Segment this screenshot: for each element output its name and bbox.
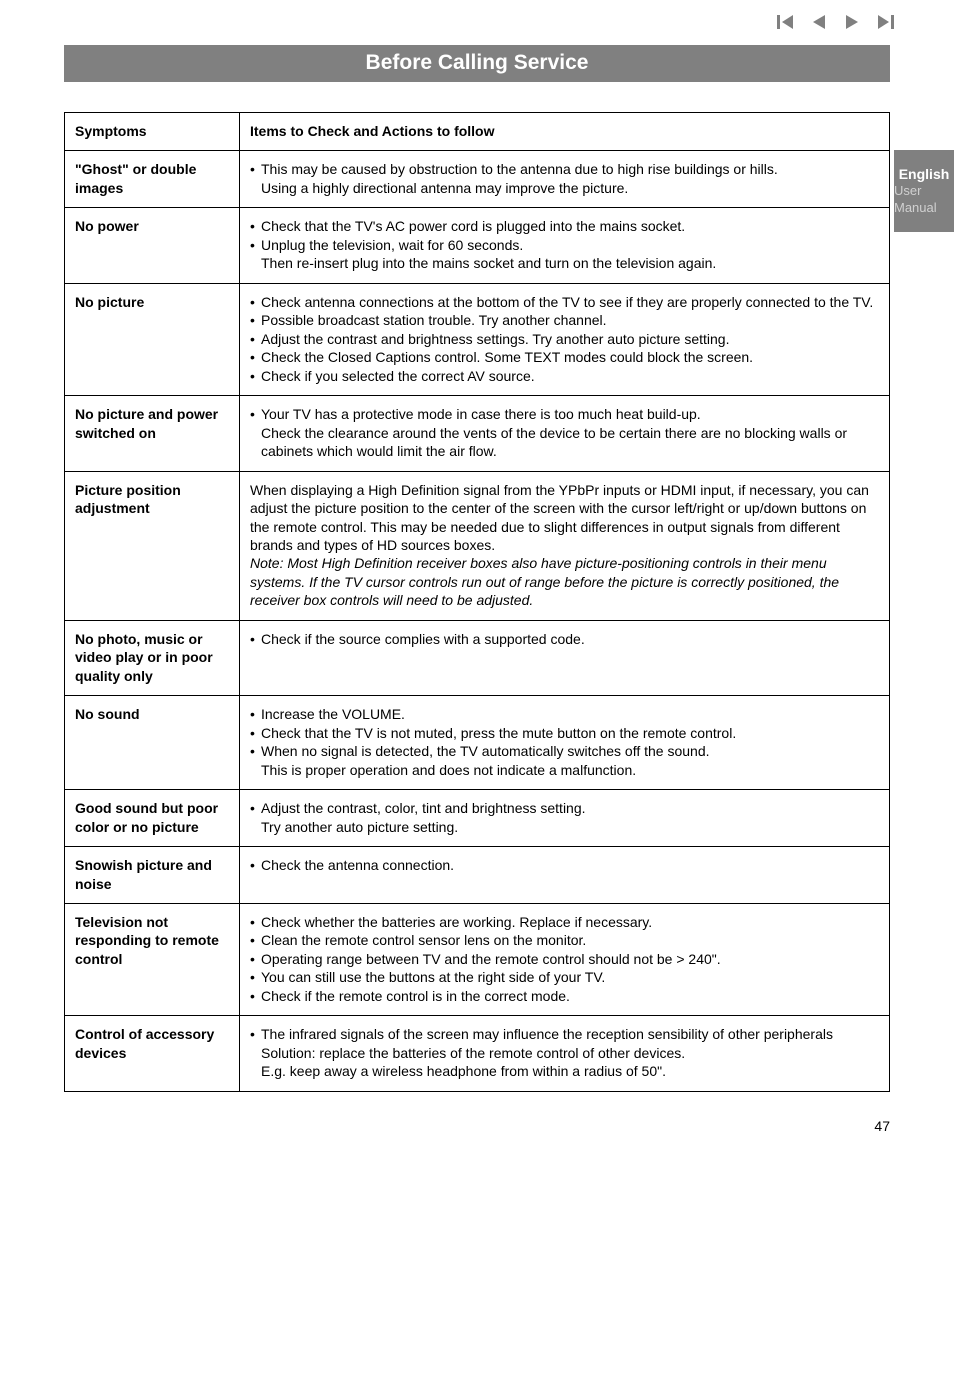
list-item: When no signal is detected, the TV autom… <box>250 742 879 779</box>
list-item: Your TV has a protective mode in case th… <box>250 405 879 460</box>
table-row: No soundIncrease the VOLUME.Check that t… <box>65 696 890 790</box>
next-icon[interactable] <box>844 14 860 30</box>
nav-icon-row <box>0 0 954 45</box>
list-item: The infrared signals of the screen may i… <box>250 1025 879 1080</box>
bullet-list: Increase the VOLUME.Check that the TV is… <box>250 705 879 779</box>
table-row: No power Check that the TV's AC power cor… <box>65 208 890 283</box>
action-cell: Your TV has a protective mode in case th… <box>240 396 890 471</box>
list-item: Clean the remote control sensor lens on … <box>250 931 879 949</box>
col-header-actions: Items to Check and Actions to follow <box>240 113 890 151</box>
list-item: Possible broadcast station trouble. Try … <box>250 311 879 329</box>
sub-line: Try another auto picture setting. <box>261 818 879 836</box>
action-cell: Check antenna connections at the bottom … <box>240 283 890 395</box>
bullet-list: Your TV has a protective mode in case th… <box>250 405 879 460</box>
table-header-row: Symptoms Items to Check and Actions to f… <box>65 113 890 151</box>
sub-line: Using a highly directional antenna may i… <box>261 179 879 197</box>
table-row: Good sound but poor color or no picture A… <box>65 790 890 847</box>
list-item: You can still use the buttons at the rig… <box>250 968 879 986</box>
bullet-list: Check antenna connections at the bottom … <box>250 293 879 385</box>
col-header-symptoms: Symptoms <box>65 113 240 151</box>
symptom-cell: No sound <box>65 696 240 790</box>
action-cell: Check whether the batteries are working.… <box>240 904 890 1016</box>
bullet-list: Check the antenna connection. <box>250 856 879 874</box>
table-row: No picture Check antenna connections at t… <box>65 283 890 395</box>
sub-line: Check the clearance around the vents of … <box>261 424 879 461</box>
symptom-cell: No power <box>65 208 240 283</box>
bullet-list: Adjust the contrast, color, tint and bri… <box>250 799 879 836</box>
table-row: Television not responding to remote cont… <box>65 904 890 1016</box>
table-row: No picture and power switched onYour TV … <box>65 396 890 471</box>
table-row: No photo, music or video play or in poor… <box>65 620 890 695</box>
table-row: Picture position adjustmentWhen displayi… <box>65 471 890 620</box>
page-number: 47 <box>0 1116 954 1164</box>
action-cell: When displaying a High Definition signal… <box>240 471 890 620</box>
list-item: Adjust the contrast, color, tint and bri… <box>250 799 879 836</box>
list-item: Check if you selected the correct AV sou… <box>250 367 879 385</box>
sub-line: Then re-insert plug into the mains socke… <box>261 254 879 272</box>
symptom-cell: "Ghost" or double images <box>65 151 240 208</box>
list-item: Adjust the contrast and brightness setti… <box>250 330 879 348</box>
list-item: Check if the source complies with a supp… <box>250 630 879 648</box>
skip-back-icon[interactable] <box>777 14 795 30</box>
prev-icon[interactable] <box>811 14 827 30</box>
list-item: Increase the VOLUME. <box>250 705 879 723</box>
skip-forward-icon[interactable] <box>876 14 894 30</box>
sub-line: E.g. keep away a wireless headphone from… <box>261 1062 879 1080</box>
action-cell: This may be caused by obstruction to the… <box>240 151 890 208</box>
list-item: Check if the remote control is in the co… <box>250 987 879 1005</box>
action-cell: Adjust the contrast, color, tint and bri… <box>240 790 890 847</box>
list-item: Check that the TV is not muted, press th… <box>250 724 879 742</box>
symptom-cell: No photo, music or video play or in poor… <box>65 620 240 695</box>
bullet-list: Check whether the batteries are working.… <box>250 913 879 1005</box>
bullet-list: Check if the source complies with a supp… <box>250 630 879 648</box>
list-item: Check whether the batteries are working.… <box>250 913 879 931</box>
symptom-cell: Picture position adjustment <box>65 471 240 620</box>
bullet-list: The infrared signals of the screen may i… <box>250 1025 879 1080</box>
bullet-list: This may be caused by obstruction to the… <box>250 160 879 197</box>
action-cell: Check the antenna connection. <box>240 847 890 904</box>
troubleshoot-table: Symptoms Items to Check and Actions to f… <box>64 112 890 1092</box>
language-label: English <box>899 165 950 183</box>
sub-line: This is proper operation and does not in… <box>261 761 879 779</box>
list-item: Check antenna connections at the bottom … <box>250 293 879 311</box>
symptom-cell: Control of accessory devices <box>65 1016 240 1091</box>
list-item: This may be caused by obstruction to the… <box>250 160 879 197</box>
manual-label: User Manual <box>894 183 954 217</box>
section-header: Before Calling Service <box>64 45 890 82</box>
list-item: Check the Closed Captions control. Some … <box>250 348 879 366</box>
symptom-cell: Good sound but poor color or no picture <box>65 790 240 847</box>
list-item: Check that the TV's AC power cord is plu… <box>250 217 879 235</box>
plain-text: When displaying a High Definition signal… <box>250 481 879 555</box>
list-item: Operating range between TV and the remot… <box>250 950 879 968</box>
language-tab: English User Manual <box>894 150 954 232</box>
table-row: Snowish picture and noise Check the anten… <box>65 847 890 904</box>
table-row: Control of accessory devicesThe infrared… <box>65 1016 890 1091</box>
symptom-cell: Snowish picture and noise <box>65 847 240 904</box>
symptom-cell: No picture and power switched on <box>65 396 240 471</box>
list-item: Unplug the television, wait for 60 secon… <box>250 236 879 273</box>
symptom-cell: No picture <box>65 283 240 395</box>
symptom-cell: Television not responding to remote cont… <box>65 904 240 1016</box>
action-cell: Increase the VOLUME.Check that the TV is… <box>240 696 890 790</box>
action-cell: Check if the source complies with a supp… <box>240 620 890 695</box>
table-row: "Ghost" or double images This may be caus… <box>65 151 890 208</box>
note-text: Note: Most High Definition receiver boxe… <box>250 554 879 609</box>
sub-line: Solution: replace the batteries of the r… <box>261 1044 879 1062</box>
bullet-list: Check that the TV's AC power cord is plu… <box>250 217 879 272</box>
action-cell: The infrared signals of the screen may i… <box>240 1016 890 1091</box>
action-cell: Check that the TV's AC power cord is plu… <box>240 208 890 283</box>
list-item: Check the antenna connection. <box>250 856 879 874</box>
